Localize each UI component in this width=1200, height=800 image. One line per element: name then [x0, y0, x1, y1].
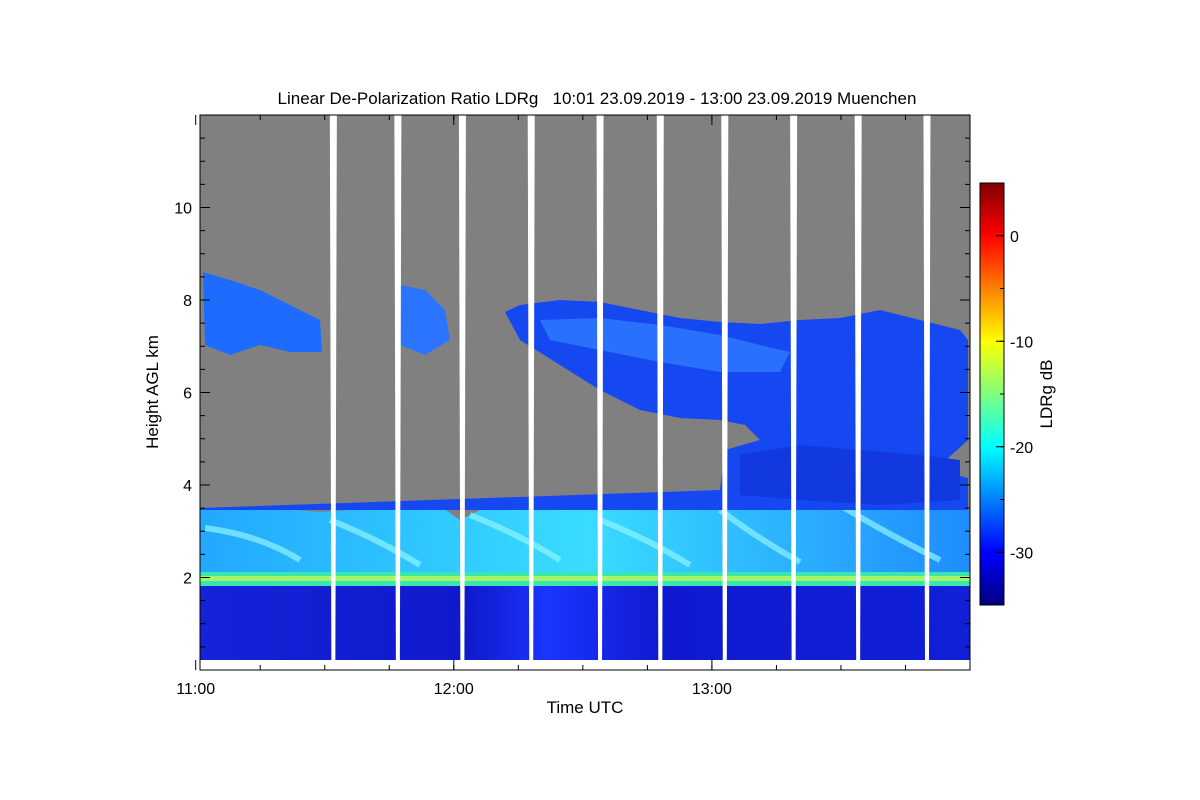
ground-strip: [200, 660, 970, 670]
melting-layer-core: [200, 576, 970, 581]
x-axis-title: Time UTC: [547, 698, 624, 717]
y-tick-label: 10: [174, 201, 192, 218]
data-gap-6: [721, 115, 729, 668]
boundary-layer-region: [200, 585, 970, 662]
plot-area: [200, 115, 970, 670]
y-tick-label: 2: [183, 571, 192, 588]
data-gaps: [329, 115, 931, 668]
colorbar-title: LDRg dB: [1037, 360, 1056, 429]
y-tick-label: 6: [183, 386, 192, 403]
data-gap-2: [458, 115, 466, 668]
y-axis-title: Height AGL km: [143, 335, 162, 449]
y-tick-label: 4: [183, 478, 192, 495]
cirrus-early-2: [395, 285, 450, 355]
colorbar-tick-label: -20: [1010, 440, 1033, 457]
ice-cloud-streaks: [204, 502, 942, 568]
colorbar-tick-label: -30: [1010, 545, 1033, 562]
ice-cloud-layer: [200, 495, 970, 572]
axis-ticks: 11:00 12:00 13:00 2 4 6 8 10: [174, 115, 971, 698]
colorbar-tick-label: 0: [1010, 229, 1019, 246]
data-gap-7: [790, 115, 798, 668]
chart-title: Linear De-Polarization Ratio LDRg 10:01 …: [278, 89, 917, 108]
x-tick-label: 12:00: [434, 681, 474, 698]
data-gap-0: [329, 115, 337, 668]
data-gap-9: [923, 115, 931, 668]
data-gap-3: [527, 115, 535, 668]
colorbar-tick-label: -10: [1010, 334, 1033, 351]
cirrus-early: [203, 272, 322, 355]
data-gap-5: [656, 115, 664, 668]
data-gap-1: [394, 115, 402, 668]
x-tick-label: 13:00: [692, 681, 732, 698]
y-tick-label: 8: [183, 293, 192, 310]
x-tick-label: 11:00: [176, 681, 215, 698]
data-gap-4: [596, 115, 604, 668]
colorbar-ticks: 0 -10 -20 -30: [996, 229, 1033, 562]
data-gap-8: [854, 115, 862, 668]
